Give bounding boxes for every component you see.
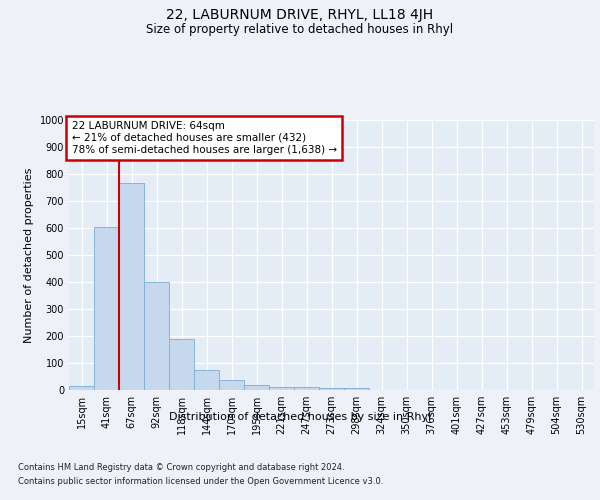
Bar	[169, 338, 194, 390]
Bar	[94, 226, 119, 390]
Bar	[69, 386, 94, 390]
Bar	[119, 184, 144, 390]
Bar	[269, 387, 294, 390]
Text: 22 LABURNUM DRIVE: 64sqm
← 21% of detached houses are smaller (432)
78% of semi-: 22 LABURNUM DRIVE: 64sqm ← 21% of detach…	[71, 122, 337, 154]
Y-axis label: Number of detached properties: Number of detached properties	[24, 168, 34, 342]
Bar	[144, 282, 169, 390]
Bar	[194, 370, 219, 390]
Text: Size of property relative to detached houses in Rhyl: Size of property relative to detached ho…	[146, 22, 454, 36]
Bar	[244, 385, 269, 390]
Bar	[319, 388, 344, 390]
Text: Distribution of detached houses by size in Rhyl: Distribution of detached houses by size …	[169, 412, 431, 422]
Text: 22, LABURNUM DRIVE, RHYL, LL18 4JH: 22, LABURNUM DRIVE, RHYL, LL18 4JH	[166, 8, 434, 22]
Text: Contains public sector information licensed under the Open Government Licence v3: Contains public sector information licen…	[18, 478, 383, 486]
Bar	[219, 380, 244, 390]
Text: Contains HM Land Registry data © Crown copyright and database right 2024.: Contains HM Land Registry data © Crown c…	[18, 462, 344, 471]
Bar	[344, 388, 369, 390]
Bar	[294, 388, 319, 390]
